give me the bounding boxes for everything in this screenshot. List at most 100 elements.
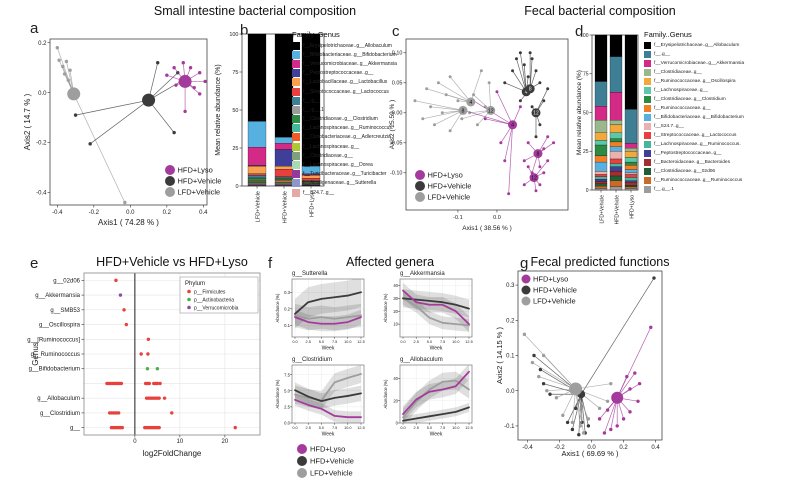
svg-text:Abundance (%): Abundance (%) <box>383 293 388 322</box>
svg-text:20: 20 <box>222 439 229 445</box>
svg-text:HFD+Vehicle: HFD+Vehicle <box>428 182 472 191</box>
svg-text:5.0: 5.0 <box>319 340 324 344</box>
svg-text:12.5: 12.5 <box>465 426 472 430</box>
svg-text:7.5: 7.5 <box>332 340 337 344</box>
svg-text:0.0: 0.0 <box>493 215 501 221</box>
title-small-intestine-composition: Small intestine bacterial composition <box>153 4 357 18</box>
legend-label: f__Verrucomicrobiaceae..g__Akkermansia <box>303 60 397 67</box>
legend-item: f__Clostridiaceae..g__ <box>292 151 410 160</box>
svg-text:0.05: 0.05 <box>392 81 403 87</box>
legend-item: f__Erysipelotrichaceae..g__Allobaculum <box>292 41 410 50</box>
svg-text:LFD+Vehicle: LFD+Vehicle <box>428 193 471 202</box>
svg-text:10: 10 <box>393 322 398 327</box>
panel-e-title: HFD+Vehicle vs HFD+Lyso <box>96 255 248 269</box>
svg-text:4: 4 <box>511 123 514 129</box>
legend-item: f__Verrucomicrobiaceae..g__Akkermansia <box>292 59 410 68</box>
legend-item: f__Streptococcaceae..g__Lactococcus <box>292 87 410 96</box>
svg-text:HFD+Lyso: HFD+Lyso <box>310 445 345 454</box>
deseq-dotplot-chart: g__02d06 g__Akkermansia g__SMB53 g__Oscillo… <box>22 253 272 482</box>
legend-swatch <box>644 123 651 130</box>
svg-text:5.0: 5.0 <box>319 426 324 430</box>
legend-swatch <box>292 151 300 160</box>
legend-item: f__Bacteroidaceae..g__Bacteroides <box>644 158 810 167</box>
legend-label: f__Ruminococcaceae..g__Ruminococcus <box>654 178 743 183</box>
svg-text:10.0: 10.0 <box>344 340 351 344</box>
svg-text:HFD+Lyso: HFD+Lyso <box>533 275 568 284</box>
legend-item: f__S24.7..g__ <box>644 122 810 131</box>
legend-swatch <box>292 105 300 114</box>
legend-swatch <box>292 41 300 50</box>
legend-swatch <box>292 188 300 197</box>
svg-text:0: 0 <box>133 439 137 445</box>
svg-text:Abundance (%): Abundance (%) <box>275 379 280 408</box>
svg-text:0.0: 0.0 <box>38 91 47 97</box>
legend-label: f__.g__ <box>303 97 320 104</box>
legend-item: f__Peptostreptococcaceae..g__ <box>292 69 410 78</box>
legend-swatch <box>292 170 300 179</box>
legend-item: f__Lachnospiraceae..g__Dorea <box>292 160 410 170</box>
legend-swatch <box>292 179 300 188</box>
legend-item: f__Ruminococcaceae..g__Oscillospira <box>644 77 810 86</box>
svg-text:2.5: 2.5 <box>414 340 419 344</box>
svg-text:LFD+Vehicle: LFD+Vehicle <box>533 297 576 306</box>
legend-item: f__Clostridiaceae..g__ <box>644 68 810 77</box>
svg-text:-0.1: -0.1 <box>453 215 462 221</box>
svg-text:0: 0 <box>586 188 589 194</box>
svg-text:0.2: 0.2 <box>38 41 47 47</box>
legend-label: f__Streptococcaceae..g__Lactococcus <box>654 133 737 138</box>
legend-item: f__Bifidobacteriaceae..g__Bifidobacteriu… <box>644 113 810 122</box>
svg-text:7.5: 7.5 <box>440 426 445 430</box>
legend-label: f__Turicibacteraceae..g__Turicibacter <box>303 171 387 178</box>
svg-text:Week: Week <box>430 346 443 352</box>
legend-swatch <box>292 96 300 105</box>
family-genus-legend-title: Family..Genus <box>292 30 340 39</box>
legend-swatch <box>292 161 300 170</box>
svg-text:Axis2 ( 14.7 % ): Axis2 ( 14.7 % ) <box>23 93 32 150</box>
legend-swatch <box>292 59 300 68</box>
legend-label: f__Clostridiaceae..g__ <box>654 70 702 75</box>
svg-text:Mean relative abundance (%): Mean relative abundance (%) <box>576 70 583 155</box>
legend-item: f__.g__.1 <box>292 105 410 114</box>
legend-swatch <box>292 78 300 87</box>
svg-text:-0.1: -0.1 <box>504 424 515 430</box>
svg-text:0.3: 0.3 <box>284 290 290 295</box>
legend-item: f__Ruminococcaceae..g__ <box>644 104 810 113</box>
svg-text:75: 75 <box>583 72 589 78</box>
svg-text:12.5: 12.5 <box>357 340 364 344</box>
svg-text:-0.2: -0.2 <box>554 445 565 451</box>
svg-text:g__Clostridium: g__Clostridium <box>40 411 80 417</box>
svg-text:g__Sutterella: g__Sutterella <box>292 271 328 277</box>
panel-g-title: Fecal predicted functions <box>530 255 670 269</box>
svg-text:0: 0 <box>396 421 399 426</box>
svg-text:50: 50 <box>232 108 238 114</box>
svg-text:12: 12 <box>533 111 539 117</box>
svg-text:Week: Week <box>322 346 335 352</box>
panel-c-fecal-pcoa: c -0.1 0.0 -0.10 -0.05 0.00 0.05 0.10 Axis1 ( 3… <box>386 18 586 262</box>
legend-item: f__.g__ <box>644 50 810 59</box>
panel-label-f: f <box>268 255 273 272</box>
svg-text:Mean relative abundance (%): Mean relative abundance (%) <box>215 64 222 155</box>
svg-text:g__Ruminococcus: g__Ruminococcus <box>31 352 80 358</box>
legend-item: f__Peptostreptococcaceae..g__ <box>644 149 810 158</box>
svg-text:0.0: 0.0 <box>400 426 405 430</box>
legend-item: f__Lachnospiraceae..g__ <box>644 86 810 95</box>
svg-text:50: 50 <box>583 110 589 116</box>
svg-text:4: 4 <box>525 90 528 96</box>
svg-text:0.4: 0.4 <box>199 210 208 216</box>
legend-swatch <box>644 51 651 58</box>
svg-text:0.0: 0.0 <box>587 445 596 451</box>
legend-label: f__Verrucomicrobiaceae..g__Akkermansia <box>654 61 745 66</box>
svg-text:0.2: 0.2 <box>284 306 290 311</box>
svg-text:0.1: 0.1 <box>506 354 515 360</box>
svg-text:g__Allobaculum: g__Allobaculum <box>37 396 80 402</box>
svg-text:20: 20 <box>393 398 398 403</box>
abundance-stacked-bar-small-intestine: 0 25 50 75 100 Mean relative abundance (%) LFD… <box>208 18 410 267</box>
legend-item: f__Ruminococcaceae..g__Ruminococcus <box>644 176 810 185</box>
svg-text:0.4: 0.4 <box>651 445 660 451</box>
svg-text:0.1: 0.1 <box>284 323 290 328</box>
svg-text:2.5: 2.5 <box>414 426 419 430</box>
svg-text:Week: Week <box>430 432 443 438</box>
svg-text:p__Firmicutes: p__Firmicutes <box>194 290 226 296</box>
svg-text:g__[Ruminococcus]: g__[Ruminococcus] <box>27 337 80 343</box>
legend-swatch <box>644 168 651 175</box>
